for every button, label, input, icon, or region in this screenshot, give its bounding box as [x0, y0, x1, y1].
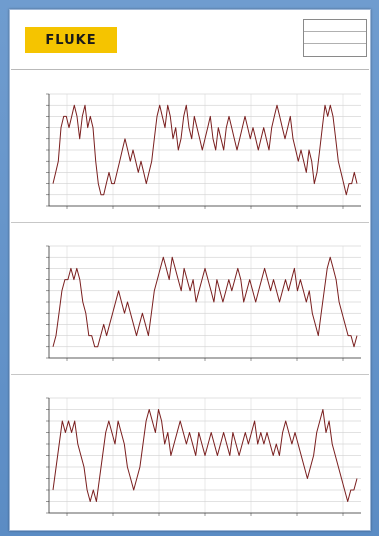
info-row: [304, 20, 366, 32]
chart-block-2: [11, 224, 369, 375]
logo-text: FLUKE: [45, 32, 97, 48]
series-line: [52, 409, 358, 502]
fluke-logo: FLUKE: [25, 27, 117, 53]
info-row: [304, 32, 366, 44]
info-row: [304, 44, 366, 55]
chart-block-1: [11, 72, 369, 223]
trend-chart-2: [46, 245, 361, 361]
series-line: [52, 104, 358, 196]
chart-block-3: [11, 376, 369, 529]
info-box: [303, 19, 367, 57]
trend-chart-1: [46, 93, 361, 209]
chart-axes: [48, 246, 361, 359]
document-page: FLUKE: [9, 9, 371, 531]
chart-axes: [48, 94, 361, 207]
chart-axes: [48, 398, 361, 514]
series-line: [52, 256, 358, 348]
trend-chart-3: [46, 397, 361, 516]
page-header: FLUKE: [11, 11, 369, 70]
